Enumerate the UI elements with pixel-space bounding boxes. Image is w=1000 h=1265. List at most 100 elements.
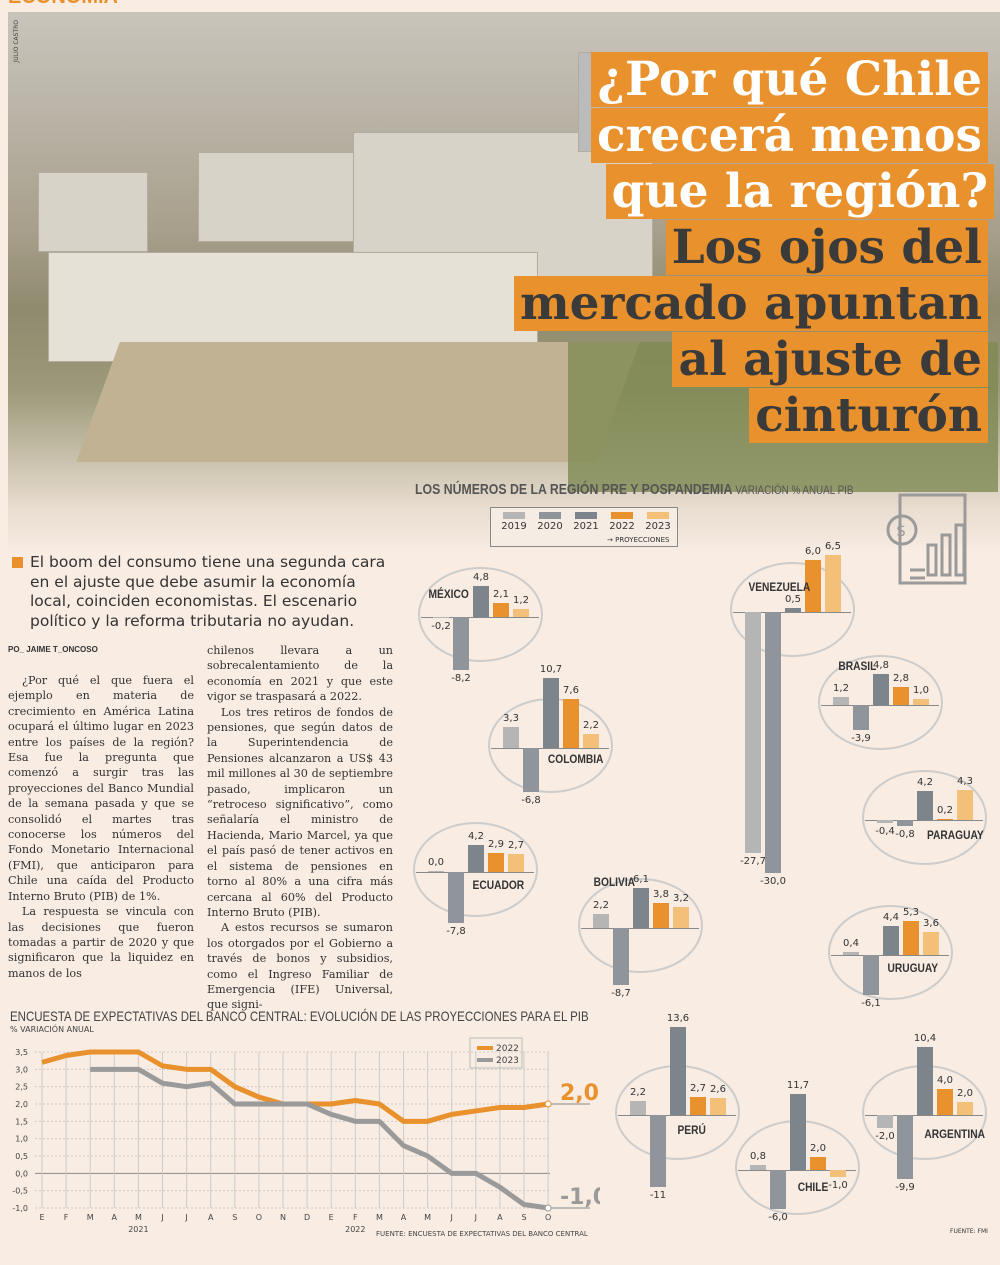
bar-2021	[473, 585, 489, 617]
bar-value-label: 2,2	[630, 1086, 646, 1098]
zero-axis	[581, 928, 699, 929]
country-ring	[828, 905, 953, 1000]
bar-2019	[433, 617, 449, 619]
bar-value-label: 4,4	[883, 912, 899, 924]
line-legend-box	[469, 1037, 523, 1069]
bar-2019	[843, 952, 859, 955]
bar-value-label: -9,9	[895, 1182, 915, 1194]
bar-value-label: 4,2	[468, 830, 484, 842]
x-tick-label: E	[329, 1213, 334, 1222]
bar-value-label: -7,8	[446, 925, 466, 937]
bar-2023	[673, 907, 689, 928]
x-tick-label: F	[353, 1213, 358, 1222]
bar-2019	[833, 697, 849, 705]
bar-2021	[917, 1047, 933, 1115]
bar-value-label: 0,8	[750, 1150, 766, 1162]
bar-2019	[877, 820, 893, 823]
bar-2022	[903, 920, 919, 955]
bar-2023	[957, 1102, 973, 1115]
zero-axis	[821, 705, 939, 706]
country-name: CHILE	[797, 1180, 829, 1194]
paragraph: A estos recursos se sumaron los otorgado…	[207, 921, 393, 1012]
year-label: 2022	[345, 1225, 365, 1234]
x-tick-label: S	[232, 1213, 237, 1222]
headline-orange: ¿Por qué Chile crecerá menos que la regi…	[591, 52, 994, 219]
country-name: COLOMBIA	[547, 752, 604, 766]
zero-axis	[865, 1115, 983, 1116]
bar-value-label: 6,5	[825, 541, 841, 553]
bar-2023	[710, 1098, 726, 1115]
bar-legend: → PROYECCIONES 2019 2020 2021 2022 2023	[490, 507, 678, 547]
bar-value-label: 3,6	[923, 917, 939, 929]
bar-2023	[913, 698, 929, 705]
x-tick-label: F	[64, 1213, 69, 1222]
end-value-label: 2,0	[560, 1081, 599, 1106]
bar-2021	[633, 888, 649, 928]
bar-value-label: 6,1	[633, 874, 649, 886]
lead-paragraph: El boom del consumo tiene una segunda ca…	[12, 553, 392, 631]
legend-note: → PROYECCIONES	[607, 536, 670, 544]
bar-2023	[923, 931, 939, 955]
x-tick-label: O	[545, 1213, 551, 1222]
bar-value-label: -0,8	[895, 828, 915, 840]
bar-value-label: 11,7	[786, 1079, 810, 1091]
bar-2023	[583, 733, 599, 748]
bar-value-label: -6,8	[521, 795, 541, 807]
paragraph: La respuesta se vincula con las decision…	[8, 905, 194, 980]
bar-2020	[863, 955, 879, 995]
x-tick-label: M	[135, 1213, 142, 1222]
country-ring	[413, 822, 538, 917]
bar-value-label: 6,0	[805, 545, 821, 557]
legend-swatch	[647, 512, 669, 519]
country-name: URUGUAY	[887, 961, 939, 975]
bullet-square-icon	[12, 557, 23, 568]
bar-2022	[937, 818, 953, 820]
bar-value-label: 2,1	[493, 589, 509, 601]
bar-value-label: -3,9	[851, 733, 871, 745]
bar-value-label: 4,8	[873, 659, 889, 671]
zero-axis	[618, 1115, 736, 1116]
bar-2020	[448, 872, 464, 923]
bar-2019	[745, 612, 761, 853]
country-name: ARGENTINA	[924, 1127, 985, 1141]
zero-axis	[733, 612, 851, 613]
bar-2022	[488, 853, 504, 872]
legend-label: 2019	[501, 521, 527, 532]
legend-label: 2022	[496, 1044, 519, 1054]
legend-item-2021: 2021	[571, 512, 601, 532]
bar-value-label: 1,0	[913, 684, 929, 696]
bar-2020	[613, 928, 629, 985]
y-tick-label: -1,0	[12, 1204, 28, 1213]
bar-2021	[670, 1026, 686, 1115]
bar-2022	[810, 1157, 826, 1170]
legend-label: 2022	[609, 521, 635, 532]
x-tick-label: M	[87, 1213, 94, 1222]
end-point-marker	[544, 1100, 552, 1108]
legend-label: 2023	[645, 521, 671, 532]
subtitle: VARIACIÓN % ANUAL PIB	[735, 483, 854, 497]
bar-2021	[790, 1093, 806, 1170]
x-tick-label: A	[208, 1213, 214, 1222]
bar-2022	[937, 1089, 953, 1115]
y-tick-label: 2,0	[15, 1100, 28, 1109]
bar-2019	[593, 913, 609, 928]
bar-value-label: -1,0	[828, 1179, 848, 1191]
bar-value-label: 7,6	[563, 684, 579, 696]
bar-2020	[523, 748, 539, 793]
bar-2022	[653, 903, 669, 928]
bar-2020	[765, 612, 781, 873]
bar-2023	[957, 789, 973, 820]
body-column-2: chilenos llevara a un sobrecalentamiento…	[207, 643, 393, 1013]
paragraph: Los tres retiros de fondos de pensiones,…	[207, 705, 393, 919]
bar-2020	[770, 1170, 786, 1209]
bar-value-label: -0,4	[875, 825, 895, 837]
bar-2021	[543, 678, 559, 748]
bar-value-label: 3,8	[653, 889, 669, 901]
bar-value-label: 0,5	[785, 593, 801, 605]
bar-value-label: 2,8	[893, 672, 909, 684]
photo-credit: JULIO CASTRO	[13, 20, 20, 63]
paragraph: ¿Por qué el que fuera el ejemplo en mate…	[8, 674, 194, 903]
x-tick-label: S	[521, 1213, 526, 1222]
svg-text:$: $	[896, 521, 906, 540]
bar-2019	[750, 1164, 766, 1170]
